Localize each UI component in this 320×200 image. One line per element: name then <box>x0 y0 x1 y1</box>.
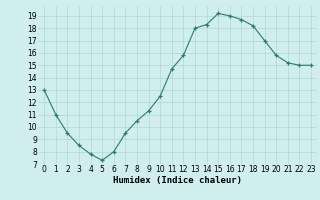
X-axis label: Humidex (Indice chaleur): Humidex (Indice chaleur) <box>113 176 242 185</box>
